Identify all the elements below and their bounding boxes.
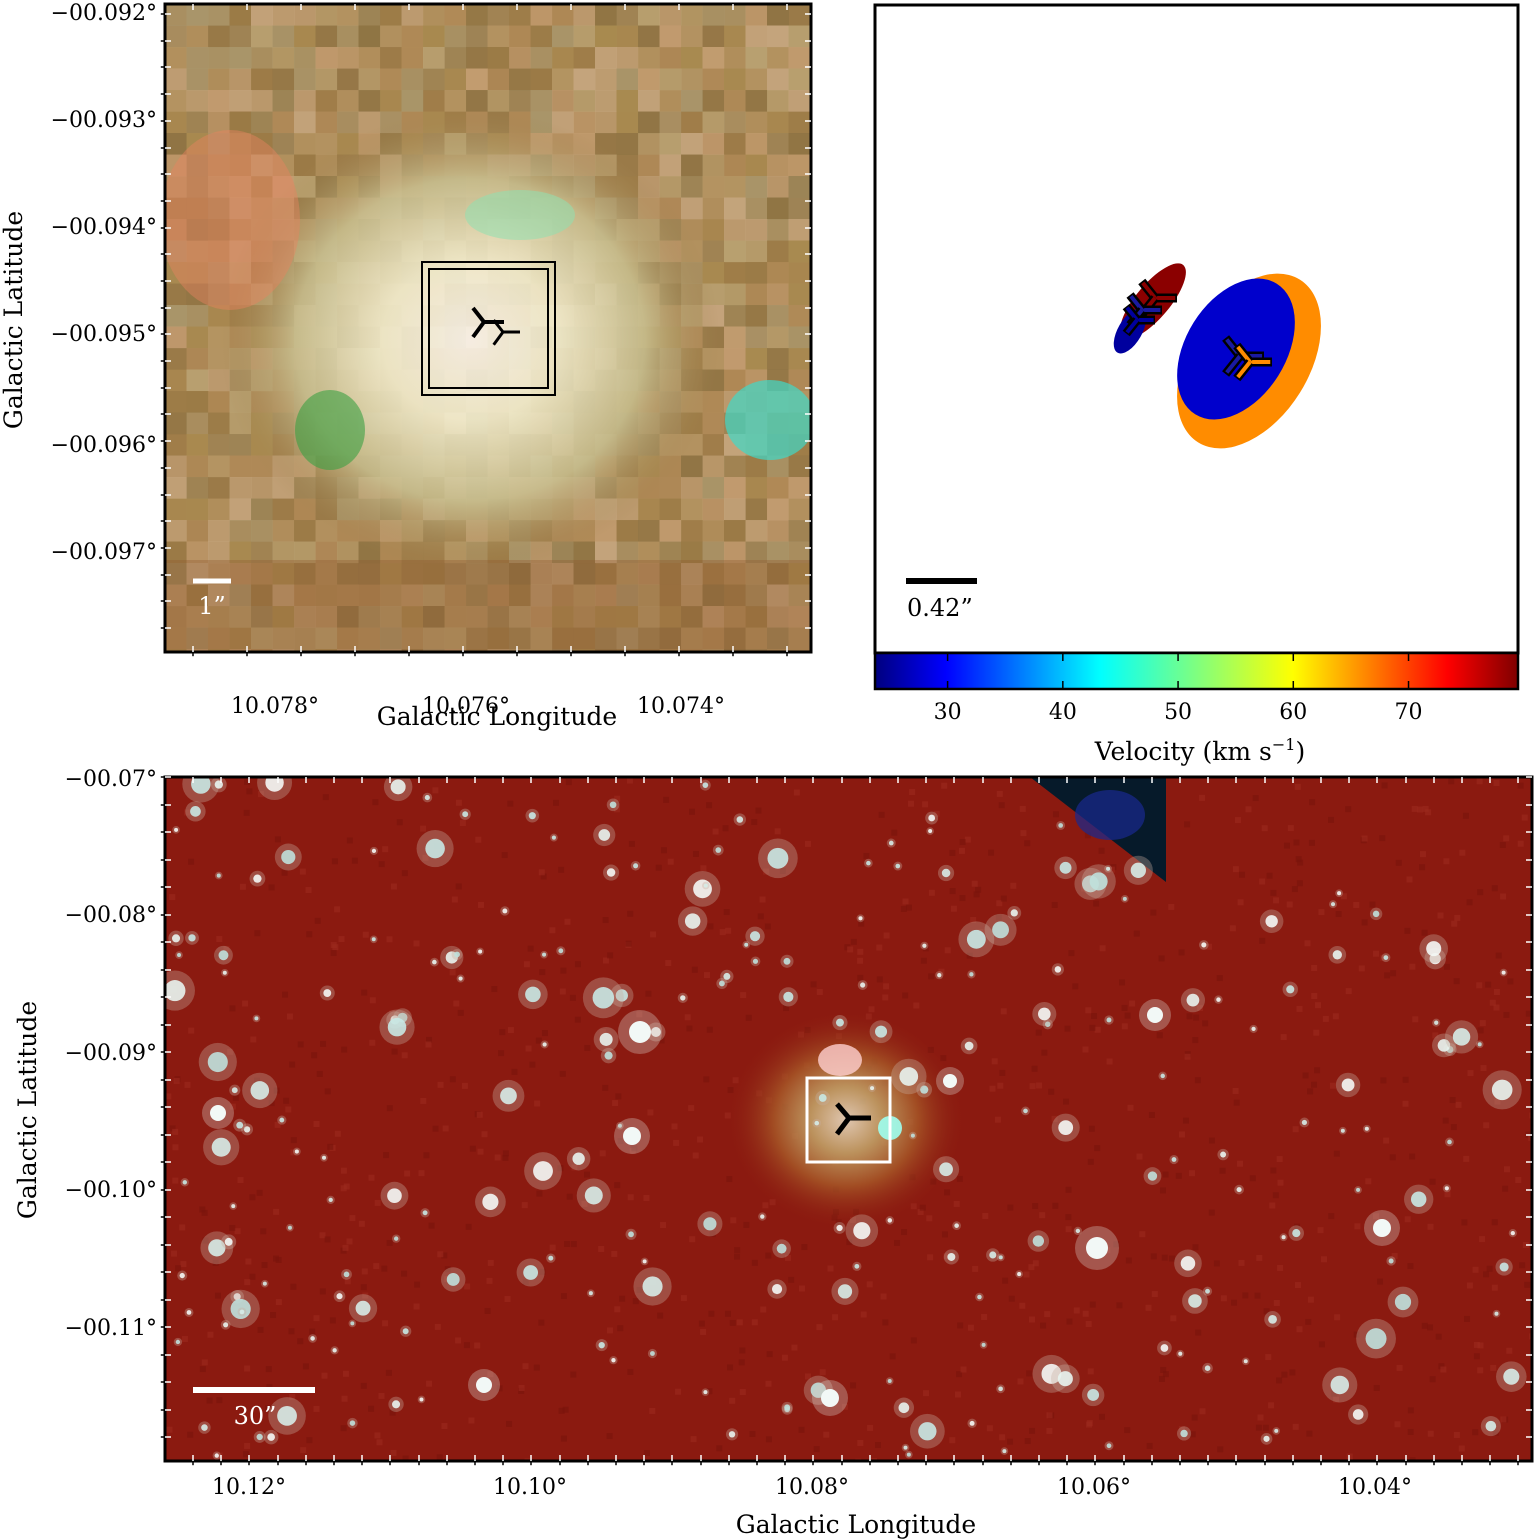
axis-ticks	[160, 4, 811, 657]
colorbar-ticks: 30 40 50 60 70	[934, 653, 1423, 725]
colorbar-tick-label: 30	[934, 700, 962, 725]
maser-marker	[492, 319, 520, 346]
y-tick-label: −00.10°	[65, 1178, 157, 1203]
x-tick-label: 10.10°	[493, 1475, 567, 1500]
y-tick-label: −00.092°	[51, 1, 157, 26]
axis-ticks	[160, 776, 1532, 1466]
colorbar-tick-label: 40	[1049, 700, 1077, 725]
x-tick-label: 10.12°	[212, 1475, 286, 1500]
maser-markers	[471, 306, 520, 346]
maser-marker	[1233, 342, 1272, 382]
scale-bar-label: 1”	[198, 592, 226, 620]
x-tick-label: 10.076°	[422, 694, 510, 719]
wide-field-image-panel: 30” 10.12° 10.10° 10.08° 10.06° 10.04° G…	[13, 767, 1534, 1539]
wide-field-frame	[163, 775, 1534, 1463]
y-tick-label: −00.096°	[51, 433, 157, 458]
scale-bar-label: 30”	[234, 1402, 277, 1430]
y-axis-label: Galactic Latitude	[13, 1001, 42, 1219]
zoom-image-frame	[163, 2, 813, 654]
y-tick-label: −00.11°	[65, 1316, 157, 1341]
velocity-colorbar	[873, 651, 1520, 691]
wide-field-noise	[165, 777, 1532, 1461]
maser-spot-map-panel: 0.42” 30 40 50 60 70 Velocity (km s−1)	[873, 3, 1520, 766]
y-tick-label: −00.07°	[65, 767, 157, 792]
colorbar-tick-label: 50	[1164, 700, 1192, 725]
x-tick-label: 10.04°	[1338, 1475, 1412, 1500]
x-tick-label: 10.08°	[775, 1475, 849, 1500]
y-tick-label: −00.093°	[51, 108, 157, 133]
zoom-region-box	[805, 1076, 892, 1164]
zoom-image	[165, 4, 811, 652]
x-tick-label: 10.06°	[1057, 1475, 1131, 1500]
inset-box-inner	[428, 268, 549, 389]
maser-position-marker	[835, 1102, 871, 1136]
colorbar-tick-label: 60	[1279, 700, 1307, 725]
y-tick-label: −00.09°	[65, 1041, 157, 1066]
y-tick-label: −00.095°	[51, 322, 157, 347]
colorbar-label: Velocity (km s−1)	[1094, 735, 1305, 766]
inset-box-outer	[421, 261, 556, 396]
x-tick-label: 10.074°	[637, 694, 725, 719]
y-tick-label: −00.094°	[51, 215, 157, 240]
y-tick-label: −00.08°	[65, 903, 157, 928]
x-axis-label: Galactic Longitude	[736, 1510, 976, 1539]
zoom-image-panel: 1” 10.078° 10.076° 10.074° Galactic Long…	[0, 1, 813, 731]
colorbar-tick-label: 70	[1395, 700, 1423, 725]
maser-spots	[1113, 263, 1321, 449]
x-tick-label: 10.078°	[231, 694, 319, 719]
maser-marker	[1122, 303, 1155, 337]
y-axis-label: Galactic Latitude	[0, 211, 28, 429]
x-axis-label: Galactic Longitude	[377, 702, 617, 731]
scale-bar-label: 0.42”	[907, 594, 973, 622]
y-tick-label: −00.097°	[51, 540, 157, 565]
field-stars	[165, 777, 1527, 1460]
